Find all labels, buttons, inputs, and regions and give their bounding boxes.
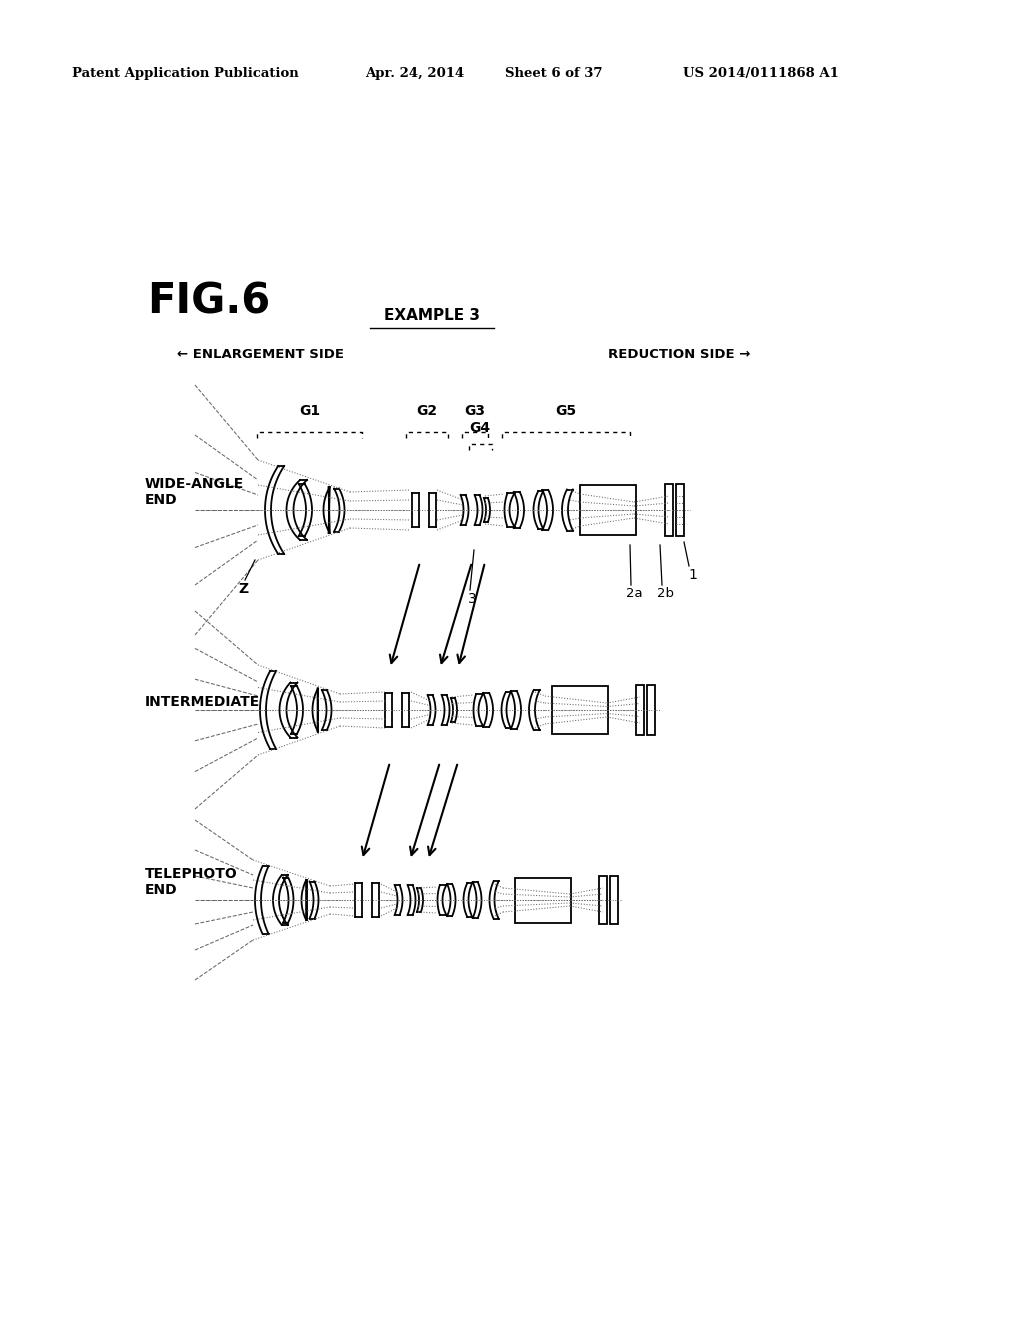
Text: 3: 3 — [468, 591, 477, 606]
Text: G4: G4 — [469, 421, 490, 436]
Text: ← ENLARGEMENT SIDE: ← ENLARGEMENT SIDE — [177, 348, 344, 360]
Bar — [599, 876, 607, 924]
Text: INTERMEDIATE: INTERMEDIATE — [145, 696, 260, 709]
Text: Patent Application Publication: Patent Application Publication — [72, 67, 299, 81]
Text: TELEPHOTO
END: TELEPHOTO END — [145, 867, 238, 898]
Bar — [647, 685, 655, 735]
Text: US 2014/0111868 A1: US 2014/0111868 A1 — [683, 67, 839, 81]
Text: G3: G3 — [465, 404, 485, 418]
Bar — [636, 685, 644, 735]
Text: 1: 1 — [688, 568, 697, 582]
Text: FIG.6: FIG.6 — [147, 280, 270, 322]
Text: G5: G5 — [555, 404, 577, 418]
Text: REDUCTION SIDE →: REDUCTION SIDE → — [608, 348, 751, 360]
Bar — [580, 484, 636, 535]
Text: G1: G1 — [299, 404, 321, 418]
Text: G2: G2 — [417, 404, 437, 418]
Bar — [610, 876, 618, 924]
Bar — [665, 484, 673, 536]
Bar — [515, 878, 571, 923]
Bar — [552, 686, 608, 734]
Text: EXAMPLE 3: EXAMPLE 3 — [384, 308, 480, 323]
Text: WIDE-ANGLE
END: WIDE-ANGLE END — [145, 477, 245, 507]
Bar — [676, 484, 684, 536]
Text: Apr. 24, 2014: Apr. 24, 2014 — [365, 67, 464, 81]
Text: 2b: 2b — [657, 587, 674, 601]
Text: 2a: 2a — [626, 587, 643, 601]
Text: Z: Z — [238, 582, 248, 597]
Text: Sheet 6 of 37: Sheet 6 of 37 — [505, 67, 602, 81]
